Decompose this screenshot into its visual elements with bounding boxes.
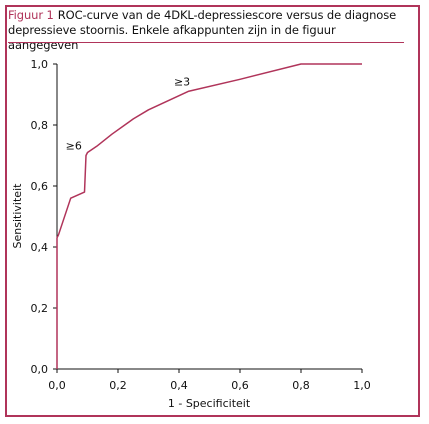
x-tick-label: 0,6 [231,379,249,392]
y-axis-ticks: 0,0 0,2 0,4 0,6 0,8 1,0 [31,58,57,376]
figure-caption: Figuur 1 ROC-curve van de 4DKL-depressies… [8,8,408,53]
figure-frame [5,5,420,417]
caption-text: ROC-curve van de 4DKL-depressiescore ver… [8,8,397,52]
y-tick-label: 0,4 [31,241,49,254]
cutoff-label: ≥3 [174,75,190,88]
y-tick-label: 0,0 [31,363,49,376]
x-tick-label: 0,0 [48,379,66,392]
y-axis-title: Sensitiviteit [11,183,24,249]
roc-curve [56,63,362,369]
x-axis-title: 1 - Specificiteit [168,397,251,410]
x-tick-label: 0,8 [292,379,310,392]
cutoff-label: ≥6 [66,139,82,152]
figure-label: Figuur 1 [8,8,54,22]
y-tick-label: 0,2 [31,302,49,315]
cutoff-annotations: ≥6 ≥3 [66,75,190,152]
x-axis-ticks: 0,0 0,2 0,4 0,6 0,8 1,0 [48,369,371,392]
y-tick-label: 0,8 [31,119,49,132]
caption-divider [8,42,404,43]
x-tick-label: 0,2 [109,379,127,392]
x-tick-label: 1,0 [353,379,371,392]
x-tick-label: 0,4 [170,379,188,392]
y-tick-label: 0,6 [31,180,49,193]
y-tick-label: 1,0 [31,58,49,71]
